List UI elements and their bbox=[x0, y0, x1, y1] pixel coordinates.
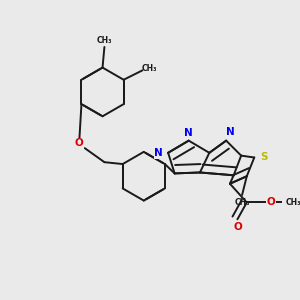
Text: CH₃: CH₃ bbox=[142, 64, 158, 73]
Text: N: N bbox=[184, 128, 193, 138]
Text: O: O bbox=[75, 138, 83, 148]
Text: O: O bbox=[267, 197, 275, 208]
Text: N: N bbox=[154, 148, 163, 158]
Text: CH₃: CH₃ bbox=[234, 198, 250, 207]
Text: CH₃: CH₃ bbox=[286, 198, 300, 207]
Text: N: N bbox=[226, 127, 234, 137]
Text: S: S bbox=[260, 152, 267, 163]
Text: O: O bbox=[233, 222, 242, 232]
Text: CH₃: CH₃ bbox=[97, 36, 112, 45]
